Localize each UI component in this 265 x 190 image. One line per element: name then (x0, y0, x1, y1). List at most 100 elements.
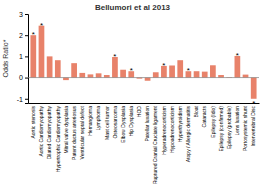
x-tick-label: Osteosarcoma (112, 106, 118, 139)
x-tick-label: Aortic Cardiomyopathy (38, 106, 44, 157)
y-tick: 2 (19, 32, 28, 39)
x-tick-label: Lymphoma (95, 106, 101, 131)
bar (194, 71, 200, 77)
x-tick: Epilepsy (confirmed) (218, 103, 224, 152)
bar (243, 75, 249, 78)
title: Bellumori et al 2013 (95, 3, 171, 12)
x-tick-label: Ventricular septal defect (79, 105, 85, 159)
bar (30, 35, 36, 77)
x-tick-label: Ruptured Cranial Cruciate ligament (152, 105, 158, 184)
x-tick: Lens luxation (234, 103, 240, 135)
bar (71, 63, 77, 77)
x-tick: Ventricular septal defect (79, 103, 85, 159)
x-tick: Portosystemic shunt (242, 103, 248, 151)
bar (55, 60, 61, 77)
x-tick-label: Mitral valve dysplasia (63, 106, 69, 154)
annotation: * (130, 66, 133, 75)
x-tick-label: Aortic stenosis (30, 106, 36, 139)
x-tick: Hyperthyroidism (177, 103, 183, 142)
y-tick: 0 (19, 74, 28, 81)
y-axis: -1 0 1 2 3 (17, 11, 29, 104)
x-tick: Patellar luxation (144, 103, 150, 142)
x-tick-label: Epilepsy (probable) (226, 106, 232, 149)
bar (202, 72, 208, 78)
bar (218, 75, 224, 78)
x-tick-label: Intervertebral Disc (250, 106, 256, 147)
x-tick-label: Atopy / Allergic dermatitis (185, 106, 191, 163)
y-axis-line (25, 15, 29, 104)
annotation: * (162, 61, 165, 70)
y-tick-label: 1 (19, 53, 23, 60)
x-tick-label: Patent ductus arteriosus (71, 106, 77, 160)
x-tick: Hyperadrenocorticism (161, 103, 167, 155)
x-tick-label: Hypertrophic Cardiomyopathy (55, 106, 61, 173)
annotation: * (40, 21, 43, 30)
x-tick: Ruptured Cranial Cruciate ligament (152, 103, 158, 184)
x-tick: Hemangioma (87, 103, 93, 136)
x-tick: Hypertrophic Cardiomyopathy (55, 103, 61, 172)
x-tick: Mitral valve dysplasia (63, 103, 69, 154)
plot: -1 0 1 2 3 Aortic stenosisAortic Cardiomyopat… (17, 11, 260, 184)
bar (47, 56, 53, 77)
y-tick-mark (25, 78, 28, 79)
x-tick: Hip Dysplasia (128, 103, 134, 137)
annotation: * (252, 99, 255, 108)
bar (177, 60, 183, 77)
x-axis-line (29, 103, 260, 104)
bar (79, 73, 85, 78)
x-tick: Osteosarcoma (112, 103, 118, 139)
x-tick: Elbow Dysplasia (120, 103, 126, 143)
bar (153, 72, 159, 77)
x-tick: Cataracts (201, 103, 207, 127)
x-tick-label: Mast cell tumor (104, 106, 110, 140)
x-tick-label: Lens luxation (234, 106, 240, 136)
bar (88, 74, 94, 77)
bar (169, 65, 175, 77)
bar (63, 78, 69, 81)
bars (28, 26, 259, 99)
x-tick-label: Dilated Cardiomyopathy (46, 106, 52, 160)
x-tick-label: Portosystemic shunt (242, 105, 248, 151)
bar (145, 78, 151, 81)
x-tick: Aortic stenosis (30, 103, 36, 139)
y-tick-label: 2 (19, 32, 23, 39)
y-tick-label: 0 (19, 74, 23, 81)
y-tick-mark (25, 56, 28, 57)
bar (251, 78, 257, 99)
y-tick-label: 3 (19, 11, 23, 18)
x-tick-label: Cataracts (201, 106, 207, 128)
x-tick-label: Epilepsy (Idio) (210, 106, 216, 138)
x-tick: Intervertebral Disc (250, 103, 256, 147)
x-tick-label: HOD (136, 106, 142, 118)
x-tick-label: Hip Dysplasia (128, 106, 134, 137)
y-tick-mark (25, 35, 28, 36)
y-tick: -1 (17, 96, 28, 103)
x-tick: Epilepsy (probable) (226, 103, 232, 149)
x-tick-label: Hyperthyroidism (177, 106, 183, 142)
x-tick: Aortic Cardiomyopathy (38, 103, 44, 157)
zero-line (28, 77, 259, 78)
annotation: * (187, 66, 190, 75)
x-tick: Epilepsy (Idio) (210, 103, 216, 138)
x-tick-label: Patellar luxation (144, 106, 150, 142)
annotation: * (236, 51, 239, 60)
x-tick: Dilated Cardiomyopathy (46, 103, 52, 159)
x-tick: Bloat (193, 103, 199, 117)
chart: -1 0 1 2 3 Aortic stenosisAortic Cardiomyopat… (0, 0, 265, 190)
bar (96, 73, 102, 77)
x-axis: Aortic stenosisAortic CardiomyopathyDila… (29, 103, 260, 184)
x-tick-label: Hyperadrenocorticism (161, 106, 167, 155)
x-tick: Lymphoma (95, 103, 101, 131)
y-tick: 1 (19, 53, 28, 60)
x-tick: Hypoadrenocorticism (169, 103, 175, 153)
y-label: Odds Ratio* (2, 39, 9, 77)
bar (210, 65, 216, 77)
x-tick: Atopy / Allergic dermatitis (185, 103, 191, 162)
y-tick: 3 (19, 11, 28, 18)
x-tick: Patent ductus arteriosus (71, 103, 77, 160)
x-tick-label: Bloat (193, 105, 199, 117)
x-tick-label: Epilepsy (confirmed) (218, 106, 224, 152)
x-tick: Mast cell tumor (104, 103, 110, 140)
y-tick-mark (25, 99, 28, 100)
annotation: * (32, 30, 35, 39)
